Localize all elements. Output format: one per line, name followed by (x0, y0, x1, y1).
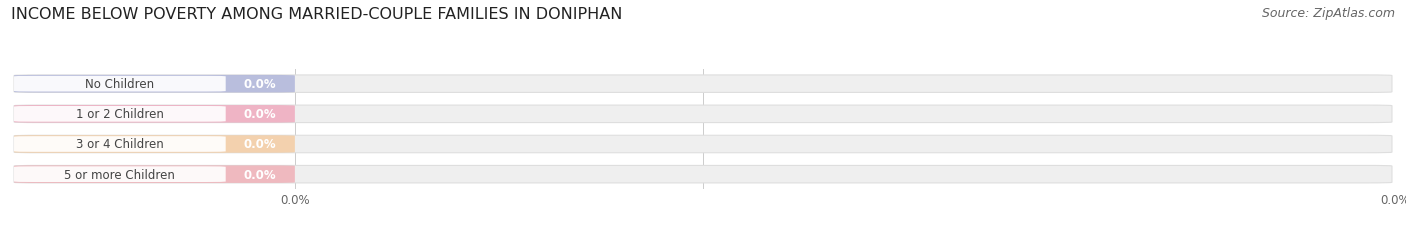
FancyBboxPatch shape (14, 166, 1392, 183)
Text: No Children: No Children (86, 78, 155, 91)
Text: 3 or 4 Children: 3 or 4 Children (76, 138, 163, 151)
FancyBboxPatch shape (14, 76, 1392, 93)
FancyBboxPatch shape (14, 106, 1392, 123)
FancyBboxPatch shape (14, 106, 226, 122)
Text: INCOME BELOW POVERTY AMONG MARRIED-COUPLE FAMILIES IN DONIPHAN: INCOME BELOW POVERTY AMONG MARRIED-COUPL… (11, 7, 623, 22)
FancyBboxPatch shape (14, 76, 295, 93)
FancyBboxPatch shape (14, 167, 226, 182)
FancyBboxPatch shape (14, 136, 295, 153)
FancyBboxPatch shape (14, 137, 226, 152)
FancyBboxPatch shape (14, 166, 295, 183)
Text: 0.0%: 0.0% (245, 168, 277, 181)
Text: 5 or more Children: 5 or more Children (65, 168, 176, 181)
Text: 0.0%: 0.0% (245, 108, 277, 121)
FancyBboxPatch shape (14, 136, 1392, 153)
Text: Source: ZipAtlas.com: Source: ZipAtlas.com (1261, 7, 1395, 20)
Text: 0.0%: 0.0% (245, 138, 277, 151)
FancyBboxPatch shape (14, 106, 295, 123)
Text: 1 or 2 Children: 1 or 2 Children (76, 108, 163, 121)
FancyBboxPatch shape (14, 76, 226, 92)
Text: 0.0%: 0.0% (245, 78, 277, 91)
